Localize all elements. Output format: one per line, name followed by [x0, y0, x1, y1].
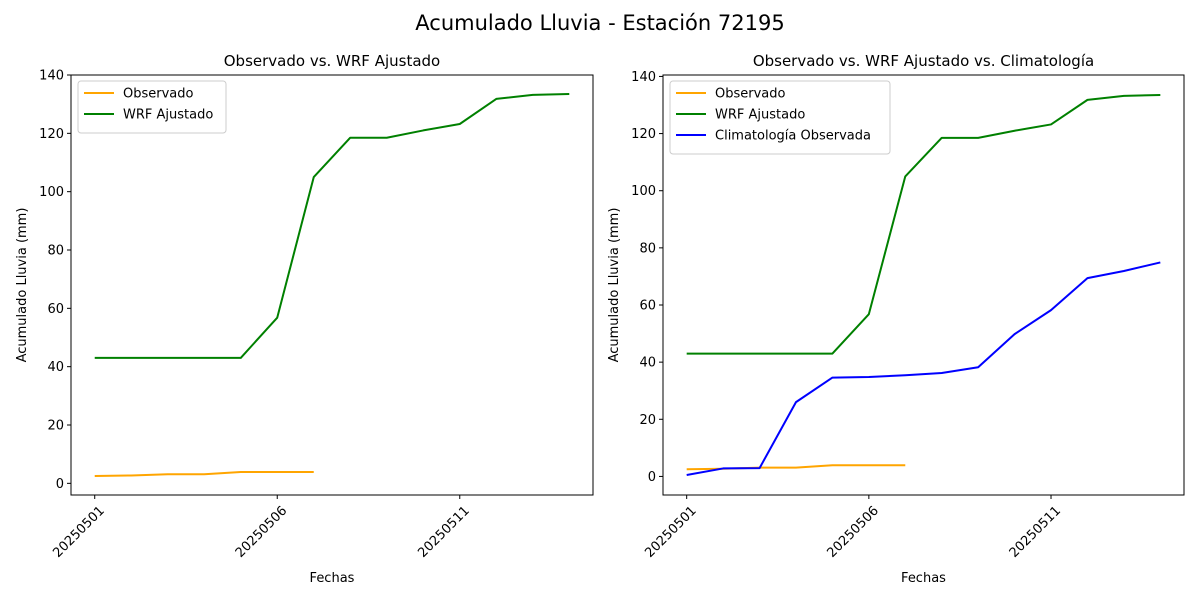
legend: Observado WRF Ajustado [77, 80, 227, 134]
plot-title: Observado vs. WRF Ajustado vs. Climatolo… [753, 52, 1094, 70]
y-tick-label: 0 [648, 470, 656, 485]
series-line-observado [94, 470, 314, 478]
x-axis-label: Fechas [310, 571, 355, 586]
legend-entry: WRF Ajustado [123, 108, 213, 123]
legend-entry: Climatología Observada [715, 129, 871, 144]
y-tick-label: 140 [39, 69, 64, 84]
axes-frame [70, 74, 594, 496]
x-tick-label: 20250501 [642, 503, 699, 560]
legend: Observado WRF Ajustado Climatología Observ… [669, 80, 891, 155]
plot-title: Observado vs. WRF Ajustado [224, 52, 440, 70]
y-tick-label: 60 [47, 302, 64, 317]
axes-frame [662, 74, 1185, 496]
x-tick-label: 20250501 [50, 503, 107, 560]
x-tick-label: 20250506 [233, 503, 290, 560]
y-tick-label: 60 [639, 299, 656, 314]
x-axis-label: Fechas [901, 571, 946, 586]
y-tick-label: 100 [631, 184, 656, 199]
y-axis-label: Acumulado Lluvia (mm) [607, 208, 622, 363]
y-tick-label: 140 [631, 70, 656, 85]
y-tick-label: 40 [47, 360, 64, 375]
y-tick-label: 20 [47, 419, 64, 434]
legend-entry: WRF Ajustado [715, 108, 805, 123]
x-tick-label: 20250506 [825, 503, 882, 560]
y-tick-label: 100 [39, 185, 64, 200]
figure-title: Acumulado Lluvia - Estación 72195 [415, 11, 784, 35]
y-tick-label: 120 [631, 127, 656, 142]
y-tick-label: 40 [639, 356, 656, 371]
y-tick-label: 80 [47, 244, 64, 259]
x-tick-label: 20250511 [1007, 503, 1064, 560]
left-plot: Observado vs. WRF Ajustado 0 20 40 60 80 100 12… [15, 52, 594, 586]
legend-box [669, 80, 891, 155]
y-tick-label: 80 [639, 241, 656, 256]
series-line-wrf-ajustado [686, 94, 1161, 355]
legend-entry: Observado [123, 87, 194, 102]
series-line-climatología-observada [686, 261, 1161, 476]
x-tick-label: 20250511 [415, 503, 472, 560]
y-tick-label: 0 [56, 477, 64, 492]
right-plot: Observado vs. WRF Ajustado vs. Climatolo… [607, 52, 1185, 586]
y-tick-label: 20 [639, 413, 656, 428]
y-tick-label: 120 [39, 127, 64, 142]
legend-box [77, 80, 227, 134]
y-axis-label: Acumulado Lluvia (mm) [15, 208, 30, 363]
legend-entry: Observado [715, 87, 786, 102]
series-line-wrf-ajustado [94, 92, 570, 359]
